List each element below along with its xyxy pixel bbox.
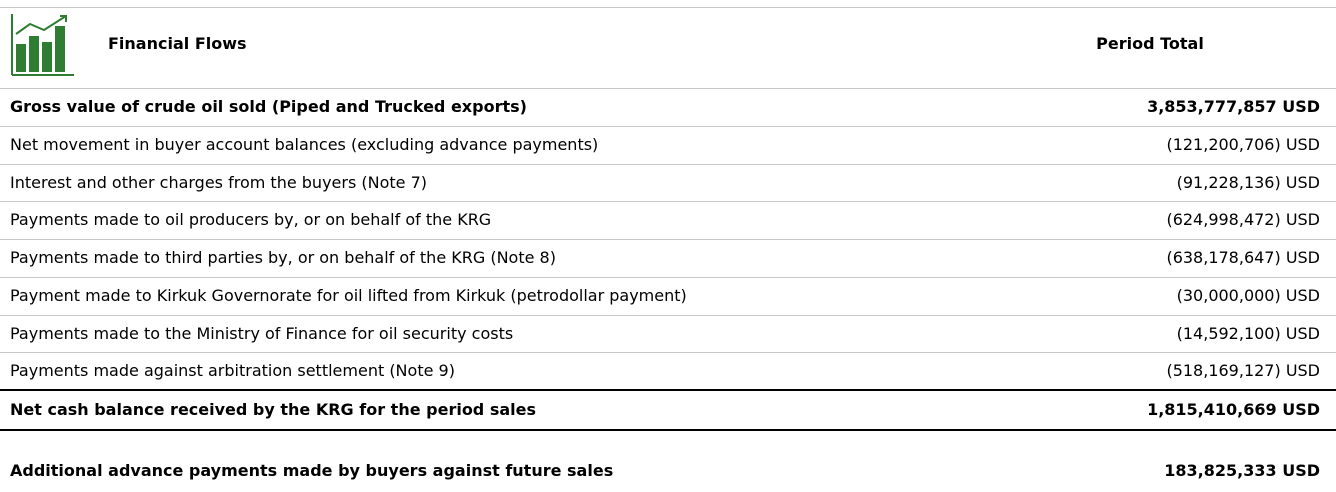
row-value: (91,228,136) USD	[1176, 173, 1320, 192]
header-column: Period Total	[1096, 34, 1204, 53]
header-title: Financial Flows	[108, 34, 247, 53]
row: Interest and other charges from the buye…	[0, 164, 1336, 202]
row-label: Net movement in buyer account balances (…	[10, 135, 599, 154]
row-value: (624,998,472) USD	[1166, 210, 1320, 229]
row: Payments made against arbitration settle…	[0, 352, 1336, 390]
row-value: 183,825,333 USD	[1164, 461, 1320, 480]
row-rule	[0, 315, 1336, 316]
row-label: Interest and other charges from the buye…	[10, 173, 427, 192]
row: Additional advance payments made by buye…	[0, 452, 1336, 490]
row: Net cash balance received by the KRG for…	[0, 391, 1336, 429]
row: Payments made to third parties by, or on…	[0, 239, 1336, 277]
row-rule	[0, 201, 1336, 202]
row: Payments made to the Ministry of Finance…	[0, 315, 1336, 353]
row-rule	[0, 126, 1336, 127]
row: Payments made to oil producers by, or on…	[0, 201, 1336, 239]
row-label: Net cash balance received by the KRG for…	[10, 400, 537, 419]
top-rule	[0, 7, 1336, 8]
row-rule	[0, 164, 1336, 165]
chart-icon	[11, 14, 74, 76]
row: Net movement in buyer account balances (…	[0, 126, 1336, 164]
row-label: Payments made to oil producers by, or on…	[10, 210, 492, 229]
row-value: 3,853,777,857 USD	[1147, 97, 1320, 116]
row-value: (121,200,706) USD	[1166, 135, 1320, 154]
row-label: Payments made to third parties by, or on…	[10, 248, 556, 267]
total-rule	[0, 429, 1336, 431]
row-value: (30,000,000) USD	[1176, 286, 1320, 305]
row-rule	[0, 352, 1336, 353]
row-value: (14,592,100) USD	[1176, 324, 1320, 343]
row-value: 1,815,410,669 USD	[1147, 400, 1320, 419]
row-label: Additional advance payments made by buye…	[10, 461, 614, 480]
total-rule	[0, 389, 1336, 391]
row-label: Gross value of crude oil sold (Piped and…	[10, 97, 527, 116]
row-value: (518,169,127) USD	[1166, 361, 1320, 380]
row-rule	[0, 277, 1336, 278]
row-label: Payments made against arbitration settle…	[10, 361, 455, 380]
header-rule	[0, 88, 1336, 89]
row-rule	[0, 239, 1336, 240]
row: Gross value of crude oil sold (Piped and…	[0, 88, 1336, 126]
row-label: Payments made to the Ministry of Finance…	[10, 324, 514, 343]
row: Payment made to Kirkuk Governorate for o…	[0, 277, 1336, 315]
row-label: Payment made to Kirkuk Governorate for o…	[10, 286, 687, 305]
row-value: (638,178,647) USD	[1166, 248, 1320, 267]
